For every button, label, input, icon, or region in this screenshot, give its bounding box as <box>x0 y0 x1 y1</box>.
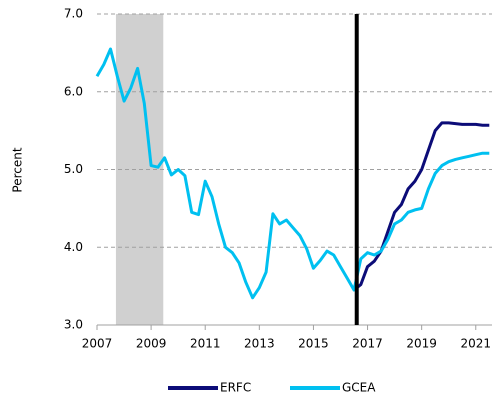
y-tick-label: 6.0 <box>64 84 83 98</box>
x-tick-label: 2007 <box>82 337 113 351</box>
y-tick-label: 7.0 <box>64 7 83 21</box>
x-tick-label: 2019 <box>406 337 437 351</box>
y-axis-label: Percent <box>11 147 25 192</box>
x-tick-label: 2017 <box>352 337 383 351</box>
x-tick-label: 2015 <box>298 337 329 351</box>
y-tick-label: 4.0 <box>64 240 83 254</box>
y-tick-label: 5.0 <box>64 162 83 176</box>
legend-label: GCEA <box>342 381 376 395</box>
series-line <box>95 47 490 300</box>
series-line <box>353 121 490 292</box>
x-tick-label: 2021 <box>460 337 491 351</box>
legend-label: ERFC <box>220 381 251 395</box>
x-tick-label: 2011 <box>190 337 221 351</box>
x-tick-label: 2009 <box>136 337 167 351</box>
y-tick-label: 3.0 <box>64 318 83 332</box>
x-tick-label: 2013 <box>244 337 275 351</box>
